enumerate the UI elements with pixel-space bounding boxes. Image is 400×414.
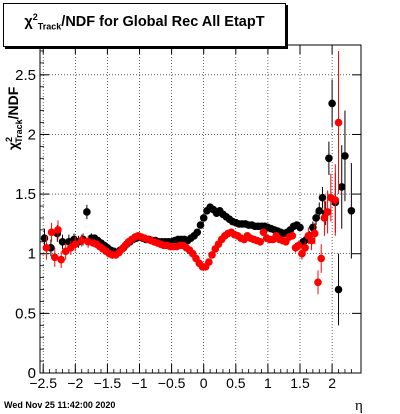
x-axis-label: η <box>355 398 363 414</box>
data-point <box>294 241 303 250</box>
series-red <box>42 50 343 295</box>
data-point <box>315 206 324 215</box>
data-point <box>296 223 304 232</box>
data-point <box>288 232 297 240</box>
x-tick-label: 1 <box>264 375 272 391</box>
data-point <box>318 193 327 202</box>
data-point <box>71 240 80 248</box>
data-point <box>301 243 309 252</box>
data-point <box>193 228 202 237</box>
data-point <box>83 208 91 216</box>
x-tick-label: 0 <box>200 375 208 391</box>
data-point <box>208 251 216 259</box>
x-tick-label: −2 <box>67 375 83 391</box>
x-tick-label: 0.5 <box>226 375 246 391</box>
y-tick-label: 1.5 <box>15 186 36 203</box>
x-tick-label: −0.5 <box>158 375 186 391</box>
y-tick-label: 2.5 <box>15 67 36 84</box>
y-tick-label: 2 <box>28 126 36 143</box>
data-point <box>298 249 306 258</box>
data-point <box>58 238 67 246</box>
data-point <box>77 236 86 245</box>
x-tick-label: −1.5 <box>94 375 122 391</box>
data-point <box>337 183 346 191</box>
data-point <box>312 214 320 222</box>
series-black <box>40 79 356 326</box>
title-box: χ2Track/NDF for Global Rec All EtapT <box>3 3 286 47</box>
data-point <box>40 234 49 243</box>
y-axis-label: χ2Track/NDF <box>4 86 24 150</box>
data-point <box>334 285 343 294</box>
x-tick-label: 2 <box>328 375 336 391</box>
y-tick-label: 0 <box>28 365 36 382</box>
data-point <box>307 236 316 245</box>
data-point <box>320 214 329 222</box>
data-point <box>314 278 322 287</box>
x-tick-label: −1 <box>132 375 148 391</box>
data-point <box>325 154 333 163</box>
data-point <box>196 221 205 229</box>
data-point <box>42 243 51 252</box>
data-point <box>199 214 208 222</box>
data-point <box>54 226 62 234</box>
chart-title: χ2Track/NDF for Global Rec All EtapT <box>24 12 265 32</box>
data-point <box>331 196 340 204</box>
data-point <box>57 255 65 264</box>
data-point <box>323 208 332 216</box>
data-point <box>50 253 59 262</box>
data-point <box>341 152 349 160</box>
data-point <box>334 118 343 127</box>
data-point <box>310 229 319 238</box>
data-point <box>259 228 268 237</box>
data-point <box>347 206 356 215</box>
data-point <box>205 258 213 266</box>
axes: −2.5 −2 −1.5 −1 −0.5 0 0.5 1 1.5 2 0 0.5 1 1.5 2 2.5 <box>15 45 361 391</box>
y-tick-label: 0.5 <box>15 305 36 322</box>
x-tick-label: 1.5 <box>290 375 310 391</box>
data-point <box>47 228 56 237</box>
y-tick-label: 1 <box>28 246 36 263</box>
data-point <box>328 99 336 108</box>
timestamp: Wed Nov 25 11:42:00 2020 <box>4 400 116 410</box>
x-tick-label: −2.5 <box>29 375 57 391</box>
data-point <box>256 238 265 246</box>
data-point <box>317 254 325 263</box>
